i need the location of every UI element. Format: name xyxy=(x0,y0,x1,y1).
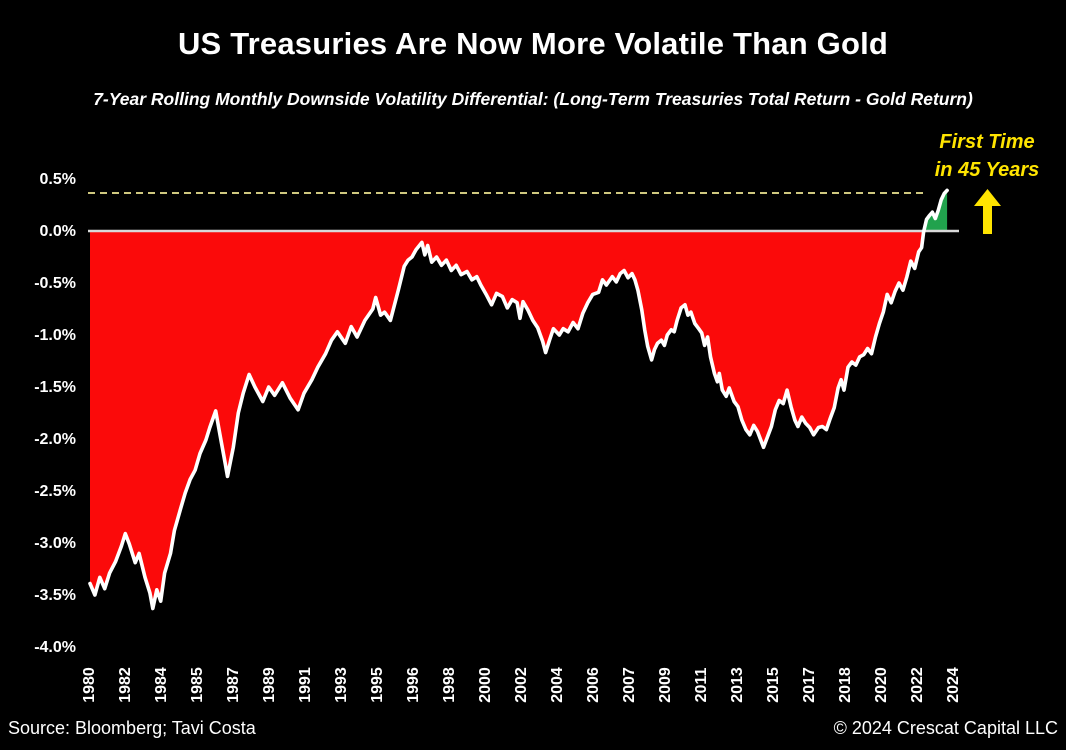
x-tick-label: 2002 xyxy=(513,667,530,703)
annotation-line-2: in 45 Years xyxy=(934,159,1040,181)
chart-title: US Treasuries Are Now More Volatile Than… xyxy=(177,26,889,61)
x-tick-label: 2015 xyxy=(765,667,782,703)
annotation-line-1: First Time xyxy=(939,131,1035,153)
x-tick-label: 2013 xyxy=(729,667,746,703)
x-tick-label: 2024 xyxy=(945,667,962,703)
x-tick-label: 2011 xyxy=(693,667,710,703)
first-time-annotation: First Time in 45 Years xyxy=(918,128,1056,184)
x-tick-label: 1989 xyxy=(261,667,278,703)
x-tick-label: 2018 xyxy=(837,667,854,703)
x-tick-label: 1980 xyxy=(81,667,98,703)
copyright-notice: © 2024 Crescat Capital LLC xyxy=(833,718,1058,738)
y-tick-label: -0.5% xyxy=(34,275,76,292)
x-tick-label: 2004 xyxy=(549,667,566,703)
x-tick-label: 1996 xyxy=(405,667,422,703)
up-arrow-icon xyxy=(974,189,1001,234)
y-tick-label: -4.0% xyxy=(34,639,76,656)
x-tick-label: 2020 xyxy=(873,667,890,703)
x-tick-label: 1985 xyxy=(189,667,206,703)
y-tick-label: -1.0% xyxy=(34,327,76,344)
x-tick-label: 1991 xyxy=(297,667,314,703)
x-tick-label: 2000 xyxy=(477,667,494,703)
y-tick-label: 0.0% xyxy=(39,223,76,240)
chart-subtitle: 7-Year Rolling Monthly Downside Volatili… xyxy=(93,89,973,109)
y-tick-label: -2.0% xyxy=(34,431,76,448)
y-tick-label: -1.5% xyxy=(34,379,76,396)
x-tick-label: 2017 xyxy=(801,667,818,703)
x-tick-label: 2006 xyxy=(585,667,602,703)
x-tick-label: 1984 xyxy=(153,667,170,703)
x-tick-label: 1987 xyxy=(225,667,242,703)
source-credit: Source: Bloomberg; Tavi Costa xyxy=(8,718,256,738)
x-tick-label: 2009 xyxy=(657,667,674,703)
y-tick-label: 0.5% xyxy=(39,171,76,188)
x-tick-label: 1998 xyxy=(441,667,458,703)
x-tick-label: 1993 xyxy=(333,667,350,703)
x-tick-label: 2007 xyxy=(621,667,638,703)
x-tick-label: 1982 xyxy=(117,667,134,703)
y-tick-label: -3.0% xyxy=(34,535,76,552)
negative-area xyxy=(90,232,948,609)
x-tick-label: 1995 xyxy=(369,667,386,703)
y-tick-label: -3.5% xyxy=(34,587,76,604)
series-line xyxy=(88,188,949,611)
y-tick-label: -2.5% xyxy=(34,483,76,500)
x-tick-label: 2022 xyxy=(909,667,926,703)
